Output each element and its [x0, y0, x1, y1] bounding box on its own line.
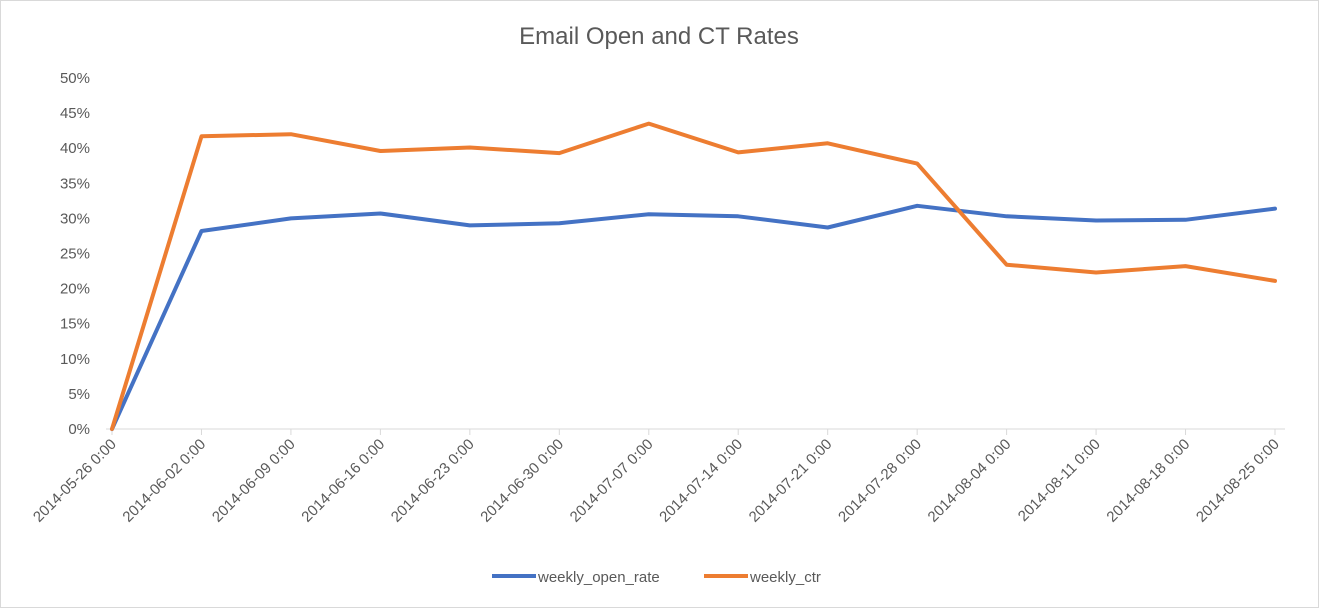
series-line-weekly-ctr: [110, 121, 1277, 431]
y-tick-label: 50%: [60, 70, 90, 87]
x-tick-label: 2014-06-30 0:00: [477, 436, 567, 526]
x-tick-label: 2014-06-23 0:00: [388, 436, 478, 526]
x-tick-label: 2014-08-25 0:00: [1193, 436, 1283, 526]
y-tick-label: 15%: [60, 316, 90, 333]
legend-label: weekly_ctr: [749, 569, 821, 586]
y-tick-label: 45%: [60, 105, 90, 122]
y-tick-label: 35%: [60, 175, 90, 192]
chart-title: Email Open and CT Rates: [519, 23, 799, 50]
x-tick-label: 2014-05-26 0:00: [30, 436, 120, 526]
x-axis-tick-marks: [111, 429, 1276, 435]
x-tick-label: 2014-08-18 0:00: [1103, 436, 1193, 526]
y-tick-label: 30%: [60, 210, 90, 227]
x-tick-label: 2014-06-09 0:00: [209, 436, 299, 526]
y-tick-label: 10%: [60, 351, 90, 368]
legend-label: weekly_open_rate: [537, 569, 660, 586]
y-tick-label: 40%: [60, 140, 90, 157]
x-tick-label: 2014-06-16 0:00: [298, 436, 388, 526]
x-tick-label: 2014-06-02 0:00: [119, 436, 209, 526]
y-tick-label: 5%: [68, 386, 90, 403]
y-axis-tick-labels: 0% 5% 10% 15% 20% 25% 30% 35% 40% 45% 50%: [60, 70, 90, 438]
x-tick-label: 2014-07-28 0:00: [835, 436, 925, 526]
x-tick-label: 2014-07-21 0:00: [746, 436, 836, 526]
x-axis-tick-labels: 2014-05-26 0:00 2014-06-02 0:00 2014-06-09…: [30, 436, 1283, 526]
legend: weekly_open_rate weekly_ctr: [492, 569, 821, 586]
x-tick-label: 2014-07-14 0:00: [656, 436, 746, 526]
y-tick-label: 0%: [68, 421, 90, 438]
y-tick-label: 25%: [60, 246, 90, 263]
series-line-weekly-open-rate: [110, 203, 1277, 431]
series-lines: [110, 121, 1277, 431]
x-tick-label: 2014-08-04 0:00: [925, 436, 1015, 526]
x-tick-label: 2014-08-11 0:00: [1015, 436, 1104, 525]
y-tick-label: 20%: [60, 281, 90, 298]
x-tick-label: 2014-07-07 0:00: [567, 436, 657, 526]
